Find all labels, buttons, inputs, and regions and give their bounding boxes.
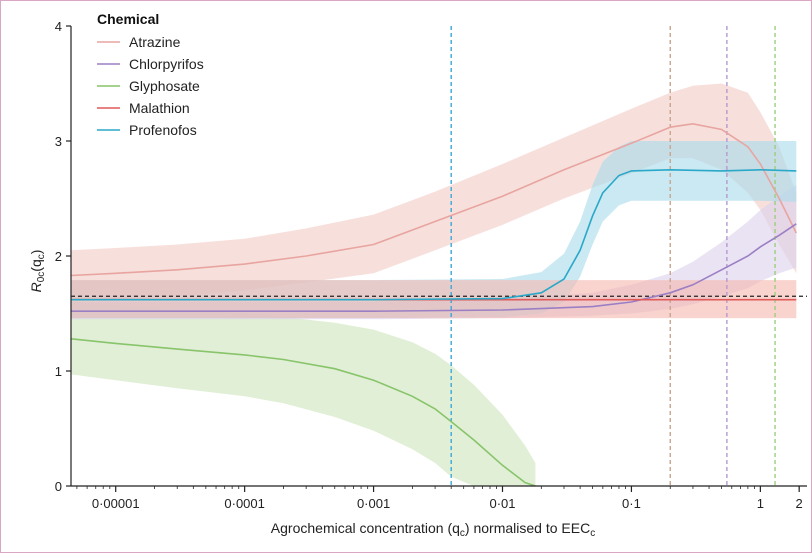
legend-label-profenofos: Profenofos xyxy=(129,122,197,138)
x-tick-label: 2 xyxy=(796,496,803,511)
y-tick-label: 2 xyxy=(55,249,62,264)
band-atrazine xyxy=(71,83,797,300)
x-tick-label: 1 xyxy=(757,496,764,511)
series-lines xyxy=(70,122,798,487)
x-tick-label: 0·001 xyxy=(357,496,390,511)
line-atrazine xyxy=(70,122,798,277)
legend-label-glyphosate: Glyphosate xyxy=(129,78,200,94)
x-tick-label: 0·01 xyxy=(489,496,515,511)
y-tick-label: 1 xyxy=(55,364,62,379)
y-axis-title: R0c(qc) xyxy=(28,250,47,293)
y-tick-label: 4 xyxy=(55,19,62,34)
legend: Chemical Atrazine Chlorpyrifos Glyphosate Ma… xyxy=(97,11,204,138)
axis-titles: R0c(qc) Agrochemical concentration (qc) … xyxy=(28,250,595,539)
line-profenofos xyxy=(71,168,797,301)
x-tick-label: 0·1 xyxy=(622,496,641,511)
legend-label-atrazine: Atrazine xyxy=(129,34,181,50)
band-glyphosate xyxy=(71,302,536,486)
axes: 0 1 2 3 4 0·00001 0·0001 0·001 0·01 0·1 1 2 xyxy=(55,19,807,511)
y-tick-label: 0 xyxy=(55,479,62,494)
x-tick-label: 0·0001 xyxy=(224,496,264,511)
x-axis-title: Agrochemical concentration (qc) normalis… xyxy=(271,520,595,539)
legend-label-malathion: Malathion xyxy=(129,100,190,116)
legend-title: Chemical xyxy=(97,11,159,27)
x-tick-label: 0·00001 xyxy=(92,496,140,511)
line-glyphosate xyxy=(70,338,536,487)
band-profenofos xyxy=(71,141,797,319)
line-chlorpyrifos xyxy=(71,223,797,312)
y-tick-label: 3 xyxy=(55,134,62,149)
confidence-bands xyxy=(71,83,797,486)
legend-label-chlorpyrifos: Chlorpyrifos xyxy=(129,56,204,72)
